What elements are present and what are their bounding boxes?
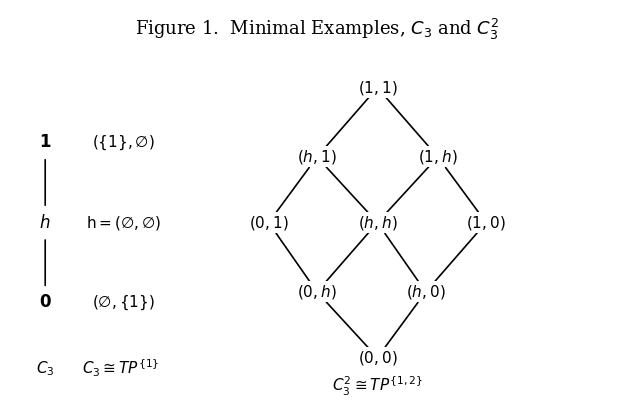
- Text: $(0,1)$: $(0,1)$: [249, 214, 288, 231]
- Text: $(1,1)$: $(1,1)$: [358, 79, 398, 97]
- Text: $(\emptyset, \{1\})$: $(\emptyset, \{1\})$: [93, 294, 155, 312]
- Text: $C_3$: $C_3$: [36, 359, 55, 378]
- Text: $\mathbf{0}$: $\mathbf{0}$: [39, 294, 51, 311]
- Text: $(1,h)$: $(1,h)$: [418, 148, 458, 166]
- Text: $(0,h)$: $(0,h)$: [297, 283, 337, 301]
- Text: $C_3 \cong TP^{\{1\}}$: $C_3 \cong TP^{\{1\}}$: [82, 358, 159, 379]
- Text: $(h,1)$: $(h,1)$: [297, 148, 337, 166]
- Text: $h$: $h$: [39, 214, 51, 231]
- Text: $(1,0)$: $(1,0)$: [466, 214, 506, 231]
- Text: $(h,h)$: $(h,h)$: [358, 214, 398, 231]
- Text: $\mathbf{1}$: $\mathbf{1}$: [39, 134, 51, 151]
- Text: $(0,0)$: $(0,0)$: [358, 349, 398, 367]
- Text: $C_3^2 \cong TP^{\{1,2\}}$: $C_3^2 \cong TP^{\{1,2\}}$: [332, 375, 423, 398]
- Text: $\mathrm{h}{=}(\emptyset, \emptyset)$: $\mathrm{h}{=}(\emptyset, \emptyset)$: [86, 214, 162, 231]
- Text: Figure 1.  Minimal Examples, $C_3$ and $C_3^2$: Figure 1. Minimal Examples, $C_3$ and $C…: [135, 17, 499, 42]
- Text: $( \{1\}, \emptyset)$: $( \{1\}, \emptyset)$: [93, 133, 155, 152]
- Text: $(h,0)$: $(h,0)$: [406, 283, 446, 301]
